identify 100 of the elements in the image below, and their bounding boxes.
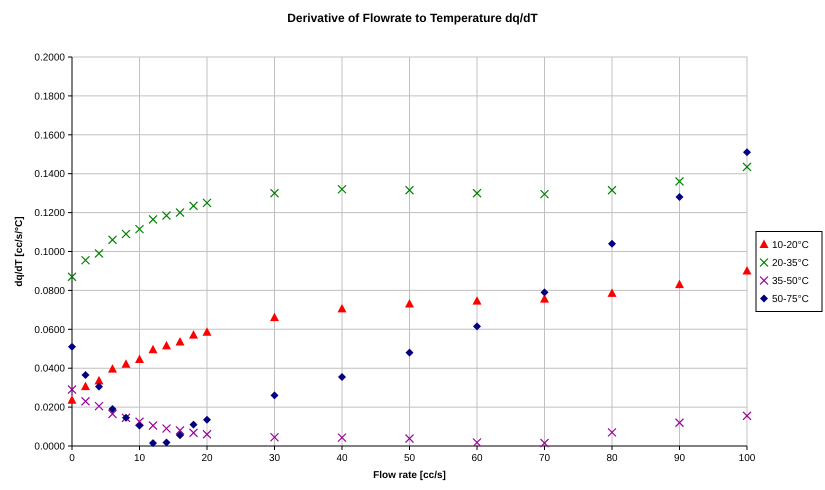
- x-axis-title: Flow rate [cc/s]: [373, 470, 446, 481]
- point: [190, 420, 198, 429]
- x-tick-label: 30: [268, 453, 280, 464]
- x-tick-label: 0: [69, 453, 76, 464]
- point: [337, 184, 347, 194]
- point: [202, 430, 212, 439]
- y-tick-label: 0.2000: [34, 52, 66, 64]
- point: [148, 420, 158, 430]
- point: [149, 439, 157, 448]
- y-tick-label: 0.1600: [34, 130, 66, 142]
- point: [188, 201, 198, 210]
- point: [270, 188, 280, 198]
- point: [68, 342, 76, 351]
- y-tick-label: 0.0600: [34, 324, 66, 336]
- point: [608, 288, 616, 297]
- point: [540, 288, 548, 296]
- point: [67, 272, 77, 282]
- point: [202, 327, 212, 336]
- point: [674, 176, 684, 186]
- point: [135, 354, 144, 363]
- y-axis-title: dq/dT [cc/s/°C]: [14, 216, 25, 287]
- legend-label: 35-50°C: [772, 276, 809, 287]
- point: [134, 417, 144, 426]
- point: [95, 382, 103, 391]
- point: [607, 428, 617, 437]
- y-tick-label: 0.1200: [34, 208, 66, 220]
- point: [270, 312, 279, 322]
- point: [148, 214, 158, 224]
- point: [162, 210, 172, 220]
- legend-label: 50-75°C: [772, 294, 809, 305]
- x-tick-label: 100: [738, 453, 756, 464]
- point: [742, 411, 752, 420]
- y-tick-label: 0.1000: [34, 247, 66, 258]
- point: [81, 382, 90, 390]
- point: [136, 422, 144, 430]
- point: [121, 229, 131, 239]
- x-tick-label: 80: [606, 453, 618, 464]
- point: [338, 304, 346, 312]
- point: [175, 208, 185, 218]
- point: [82, 371, 90, 380]
- point: [743, 148, 751, 156]
- point: [473, 322, 481, 330]
- point: [162, 424, 172, 434]
- y-tick-label: 0.0400: [34, 364, 66, 375]
- point: [188, 428, 198, 438]
- point: [134, 224, 144, 234]
- point: [270, 432, 280, 442]
- chart-title: Derivative of Flowrate to Temperature dq/dT: [287, 11, 538, 25]
- x-tick-label: 50: [404, 453, 416, 464]
- point: [270, 391, 278, 400]
- point: [80, 256, 90, 265]
- point: [80, 396, 90, 406]
- point: [338, 372, 346, 381]
- y-tick-label: 0.0000: [34, 442, 66, 452]
- point: [675, 280, 684, 288]
- point: [162, 438, 170, 446]
- x-tick-label: 10: [134, 453, 146, 464]
- legend-label: 10-20°C: [772, 240, 809, 251]
- point: [94, 402, 104, 411]
- point: [742, 266, 752, 274]
- point: [608, 240, 616, 248]
- point: [472, 188, 482, 198]
- point: [67, 384, 77, 394]
- point: [742, 162, 752, 172]
- point: [203, 416, 211, 424]
- point: [404, 434, 414, 444]
- point: [94, 376, 104, 384]
- point: [108, 409, 118, 419]
- point: [108, 364, 117, 373]
- x-tick-label: 70: [538, 453, 550, 464]
- point: [676, 193, 684, 202]
- point: [472, 438, 482, 448]
- x-tick-label: 60: [471, 453, 483, 464]
- point: [176, 336, 184, 346]
- point: [337, 433, 347, 442]
- y-tick-label: 0.0800: [34, 286, 66, 297]
- point: [472, 296, 482, 305]
- point: [404, 186, 414, 195]
- point: [540, 438, 550, 448]
- point: [674, 418, 684, 428]
- point: [202, 198, 212, 208]
- point: [175, 426, 185, 436]
- point: [108, 235, 118, 244]
- y-tick-label: 0.0200: [34, 402, 66, 414]
- x-tick-label: 20: [201, 453, 213, 464]
- x-tick-label: 90: [674, 453, 686, 464]
- point: [189, 330, 198, 339]
- point: [406, 348, 414, 357]
- y-tick-label: 0.1400: [34, 169, 66, 180]
- x-tick-label: 40: [336, 453, 348, 464]
- y-tick-label: 0.1800: [34, 91, 66, 102]
- point: [94, 248, 104, 258]
- point: [607, 186, 617, 195]
- point: [108, 405, 116, 414]
- point: [176, 431, 184, 440]
- point: [122, 359, 130, 368]
- point: [148, 344, 158, 354]
- point: [162, 340, 171, 350]
- point: [540, 190, 550, 199]
- point: [405, 299, 414, 308]
